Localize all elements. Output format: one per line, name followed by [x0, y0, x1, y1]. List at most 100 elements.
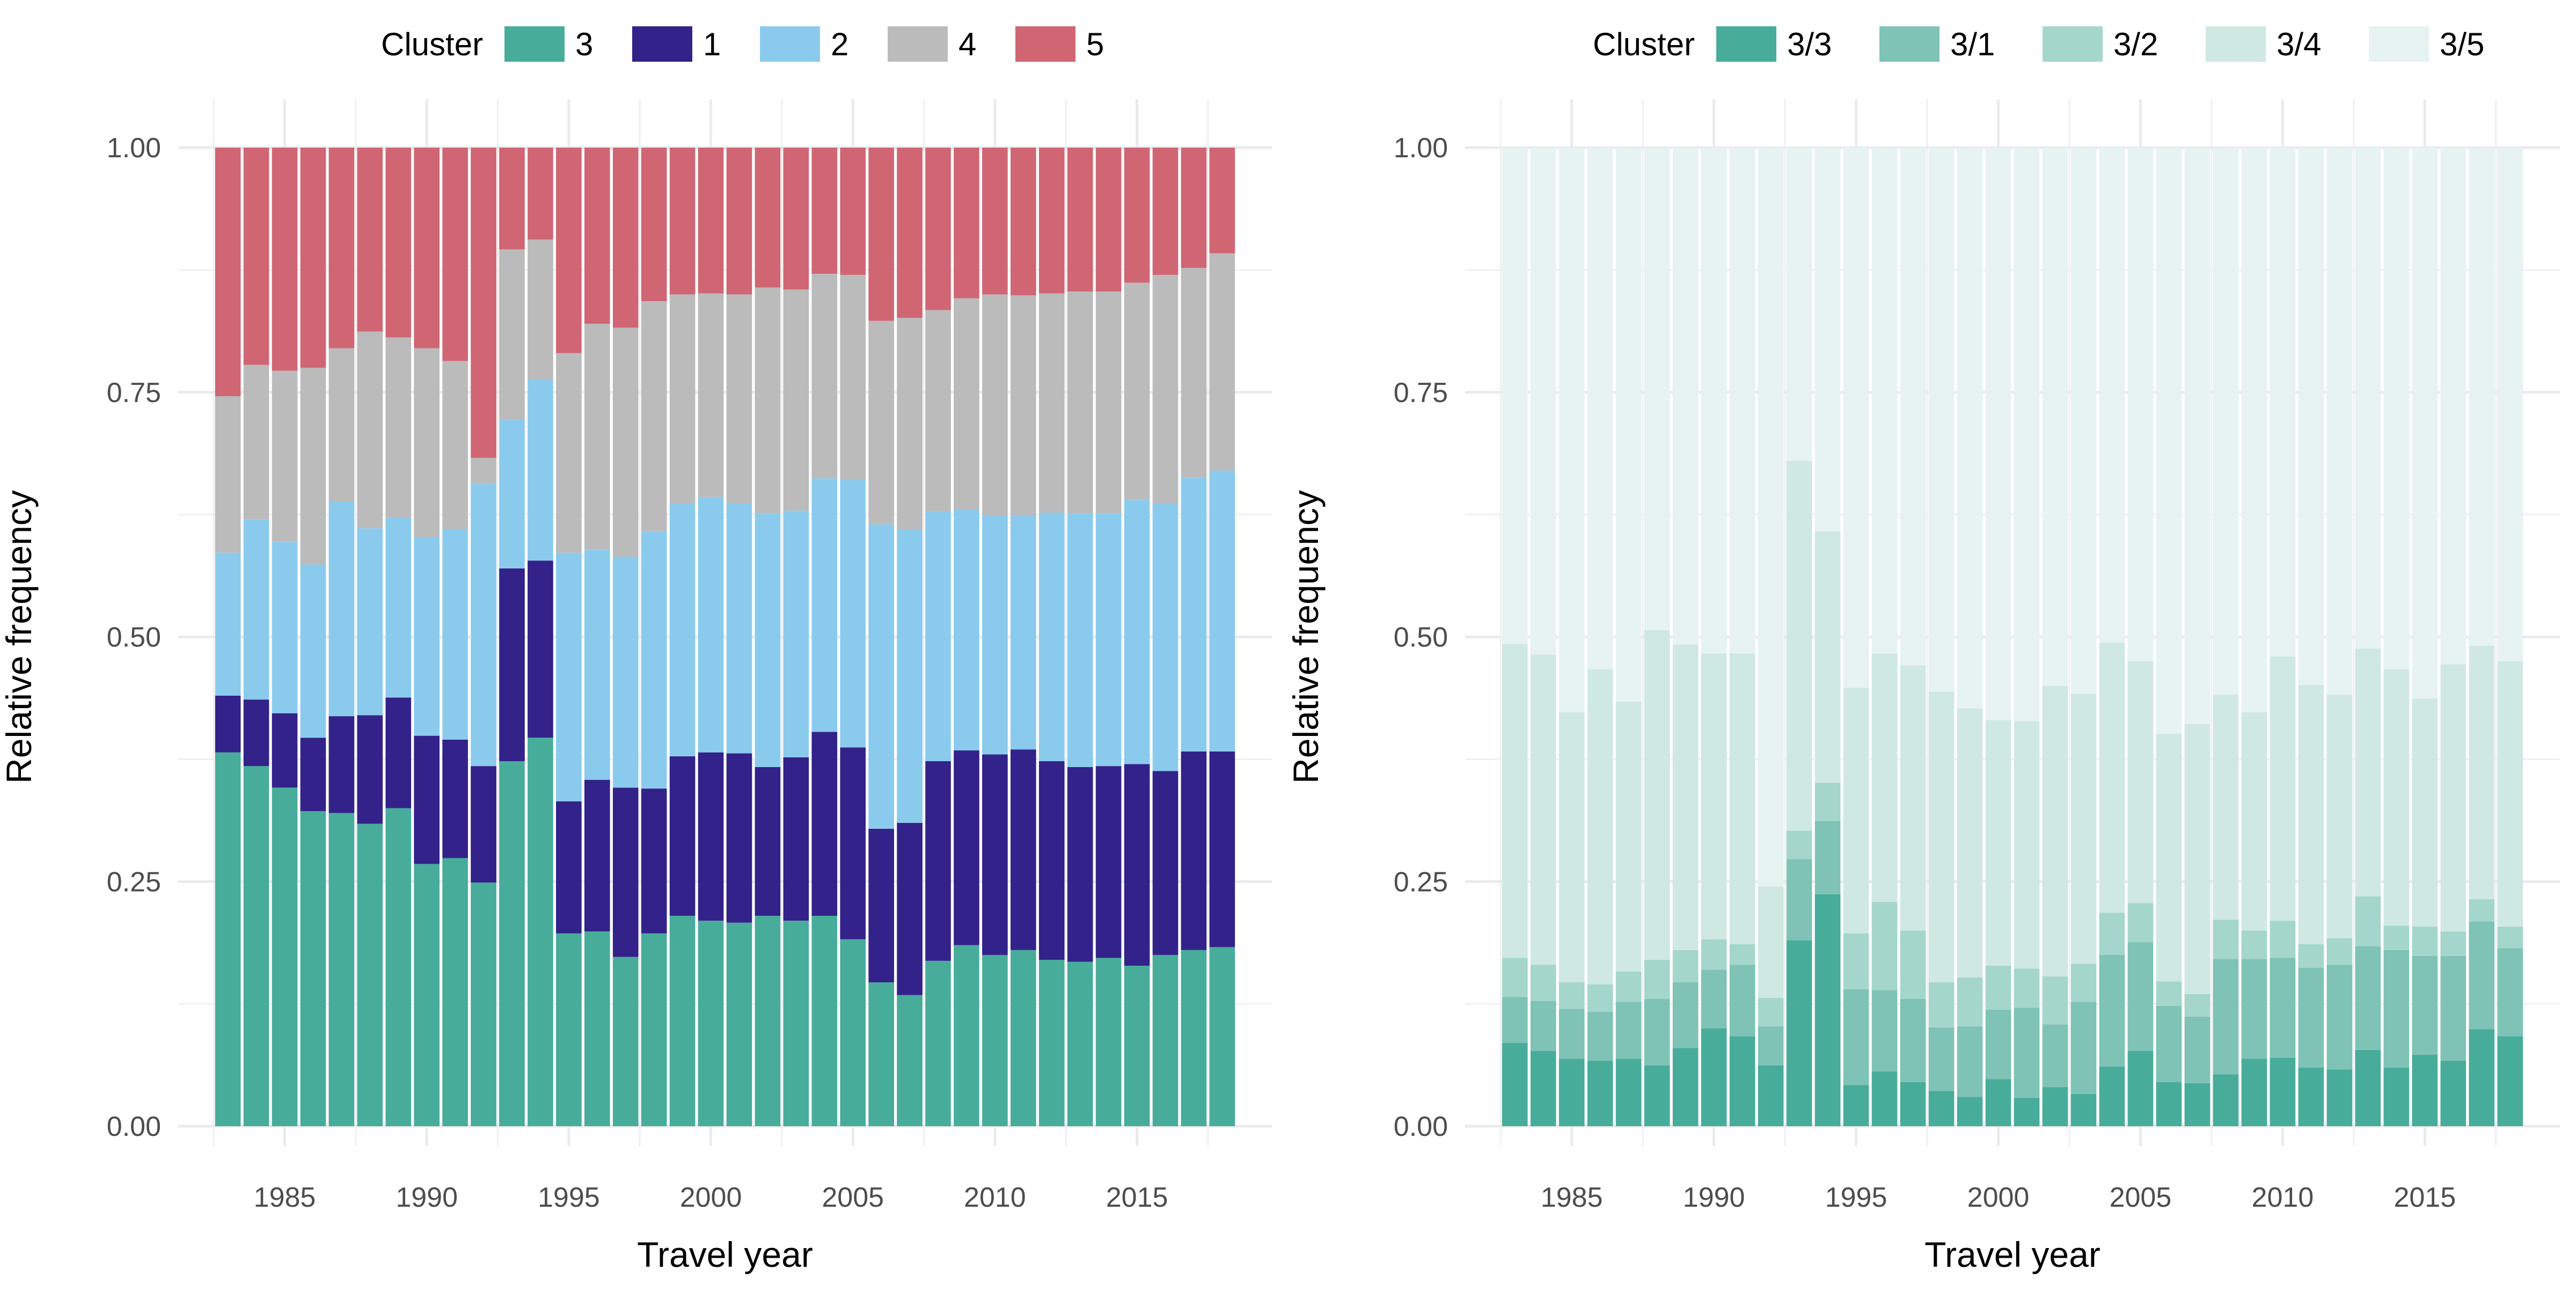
legend-label: 3/3	[1787, 26, 1832, 62]
bar-segment-3-1-2004	[2099, 954, 2125, 1067]
bar-segment-1-1995	[556, 801, 582, 933]
x-tick-label: 2010	[2252, 1182, 2314, 1213]
bar-segment-3-4-1992	[1758, 886, 1784, 998]
x-tick-label: 2005	[822, 1182, 884, 1213]
bar-segment-5-2008	[925, 148, 951, 310]
bar-segment-5-2015	[1124, 148, 1150, 283]
legend-swatch	[2206, 26, 2266, 62]
x-tick-label: 2000	[680, 1182, 742, 1213]
bar-segment-5-2011	[1010, 148, 1036, 296]
bar-segment-3-2004	[811, 916, 838, 1126]
bar-segment-3-3-2000	[1985, 1079, 2011, 1126]
bar-segment-3-1-2012	[2326, 965, 2353, 1070]
bar-segment-1-2000	[698, 752, 724, 921]
bar-segment-3-4-2003	[2070, 694, 2097, 964]
bar-segment-3-2-2008	[2213, 920, 2239, 959]
bar-segment-3-5-2003	[2070, 148, 2097, 694]
bar-segment-3-2018	[1209, 947, 1235, 1126]
bar-segment-3-1983	[215, 752, 241, 1126]
bar-segment-1-2007	[897, 822, 923, 995]
bar-segment-2-2011	[1010, 515, 1036, 750]
bar-segment-3-1-1988	[1644, 999, 1670, 1066]
chart-panel-1: 0.00 0.25 0.50 0.75 1.00 1985 1990 1995 2000 2005…	[0, 26, 1272, 1274]
bar-segment-5-2005	[840, 148, 866, 275]
bar-segment-4-1987	[328, 348, 355, 502]
bar-segment-4-2010	[982, 294, 1008, 516]
legend-label: 3/2	[2113, 26, 2158, 62]
bar-segment-4-2015	[1124, 282, 1150, 500]
bar-segment-3-4-1985	[1558, 712, 1585, 983]
bar-segment-3-1-2005	[2127, 942, 2154, 1051]
bar-segment-3-2-1998	[1928, 982, 1955, 1027]
bar-segment-3-3-2011	[2298, 1067, 2324, 1126]
bar-segment-1-2010	[982, 754, 1008, 955]
bar-segment-2-1991	[442, 529, 468, 740]
bar-segment-3-2006	[868, 982, 894, 1126]
bar-segment-3-5-1999	[1957, 148, 1983, 709]
bar-segment-3-2-1988	[1644, 960, 1670, 1000]
bar-segment-3-1988	[357, 823, 383, 1126]
bar-segment-3-5-2011	[2298, 148, 2324, 685]
bar-segment-1-1999	[669, 756, 696, 916]
legend-label: 2	[831, 26, 848, 62]
bar-segment-3-3-2001	[2014, 1098, 2040, 1126]
bar-segment-3-1-2006	[2156, 1005, 2182, 1082]
bar-segment-3-2001	[726, 922, 752, 1126]
bar-segment-3-2005	[840, 939, 866, 1126]
bar-segment-3-2015	[1124, 966, 1150, 1126]
legend-label: 3/1	[1950, 26, 1995, 62]
legend-item: 1	[632, 26, 721, 62]
bar-segment-3-2-2011	[2298, 944, 2324, 968]
bar-segment-1-1991	[442, 739, 468, 858]
x-tick-label: 1990	[396, 1182, 458, 1213]
legend-label: 1	[703, 26, 721, 62]
bar-segment-3-4-1996	[1871, 653, 1898, 902]
bar-segment-1-1990	[414, 735, 440, 864]
bar-segment-5-2010	[982, 148, 1008, 295]
bar-segment-3-2-2017	[2469, 899, 2495, 922]
bar-segment-3-3-1987	[1615, 1059, 1642, 1126]
bar-segment-1-2011	[1010, 749, 1036, 950]
bar-segment-3-2-2013	[2355, 896, 2381, 946]
bar-segment-3-4-1991	[1729, 653, 1755, 944]
bar-segment-3-4-2008	[2213, 695, 2239, 920]
bar-segment-3-4-2014	[2383, 669, 2410, 926]
x-tick-label: 2000	[1967, 1182, 2030, 1213]
bar-segment-3-5-1990	[1701, 148, 1727, 654]
bar-segment-3-4-2011	[2298, 684, 2324, 944]
bar-segment-2-2006	[868, 524, 894, 829]
bar-segment-5-2007	[897, 148, 923, 318]
bar-segment-3-4-1993	[1786, 461, 1812, 831]
bar-segment-3-5-1985	[1558, 148, 1585, 712]
bar-segment-2-2014	[1095, 513, 1122, 767]
bar-segment-4-2003	[783, 289, 809, 511]
bar-segment-3-4-1984	[1530, 654, 1556, 965]
x-tick-label: 2010	[964, 1182, 1026, 1213]
bar-segment-5-1996	[584, 148, 610, 324]
bar-segment-3-5-1994	[1814, 148, 1841, 531]
bar-segment-3-1-2017	[2469, 921, 2495, 1030]
bar-segment-3-2-2009	[2241, 930, 2267, 959]
y-tick-label: 0.25	[1394, 866, 1448, 898]
bar-segment-3-1-2016	[2440, 956, 2467, 1061]
bar-segment-3-5-1996	[1871, 148, 1898, 654]
bar-segment-5-2013	[1067, 148, 1093, 291]
legend-label: 3/5	[2440, 26, 2484, 62]
bar-segment-3-5-1993	[1786, 148, 1812, 461]
bar-segment-3-2003	[783, 921, 809, 1126]
bar-segment-4-2005	[840, 274, 866, 479]
legend-item: 3/2	[2043, 26, 2158, 62]
y-tick-label: 1.00	[107, 133, 161, 164]
bar-segment-3-5-2014	[2383, 148, 2410, 669]
bar-segment-3-1-2015	[2412, 956, 2438, 1055]
bar-segment-3-2-2010	[2270, 921, 2296, 958]
bar-segment-3-4-1997	[1900, 665, 1926, 931]
x-tick-label: 2015	[2394, 1182, 2456, 1213]
bar-segment-2-1998	[641, 531, 667, 789]
bar-segment-3-2-1996	[1871, 902, 1898, 990]
bar-segment-5-2014	[1095, 148, 1122, 291]
bar-segment-5-1999	[669, 148, 696, 295]
bar-segment-2-1988	[357, 528, 383, 716]
bar-segment-5-1991	[442, 148, 468, 361]
bar-segment-4-2017	[1181, 268, 1207, 478]
